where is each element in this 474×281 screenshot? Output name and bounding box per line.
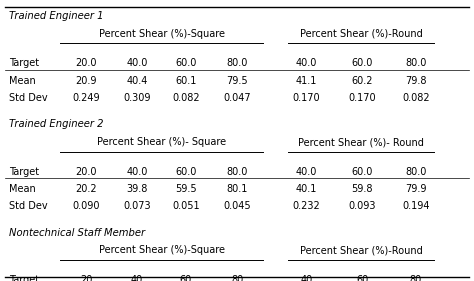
Text: 40.0: 40.0 [296,58,318,69]
Text: 0.170: 0.170 [348,93,376,103]
Text: Trained Engineer 2: Trained Engineer 2 [9,119,104,129]
Text: Percent Shear (%)-Round: Percent Shear (%)-Round [300,245,423,255]
Text: 0.051: 0.051 [172,201,200,211]
Text: 40: 40 [131,275,143,281]
Text: 59.5: 59.5 [175,184,197,194]
Text: 80.0: 80.0 [226,58,248,69]
Text: 40.4: 40.4 [127,76,148,86]
Text: 20.2: 20.2 [75,184,97,194]
Text: 79.8: 79.8 [405,76,427,86]
Text: 80.0: 80.0 [405,58,427,69]
Text: 0.073: 0.073 [123,201,151,211]
Text: Std Dev: Std Dev [9,93,48,103]
Text: 0.090: 0.090 [72,201,100,211]
Text: 60: 60 [356,275,369,281]
Text: 20: 20 [80,275,92,281]
Text: 60.0: 60.0 [175,167,197,177]
Text: 60.2: 60.2 [352,76,373,86]
Text: 79.5: 79.5 [226,76,248,86]
Text: 59.8: 59.8 [352,184,373,194]
Text: Mean: Mean [9,184,36,194]
Text: 0.309: 0.309 [123,93,151,103]
Text: 60.0: 60.0 [352,167,373,177]
Text: 60: 60 [180,275,192,281]
Text: 60.1: 60.1 [175,76,197,86]
Text: 0.045: 0.045 [223,201,251,211]
Text: Nontechnical Staff Member: Nontechnical Staff Member [9,228,146,237]
Text: 40.0: 40.0 [296,167,318,177]
Text: 40.0: 40.0 [127,58,148,69]
Text: Target: Target [9,58,39,69]
Text: 80.0: 80.0 [405,167,427,177]
Text: 0.093: 0.093 [349,201,376,211]
Text: Percent Shear (%)- Square: Percent Shear (%)- Square [97,137,226,147]
Text: 60.0: 60.0 [352,58,373,69]
Text: Percent Shear (%)- Round: Percent Shear (%)- Round [298,137,424,147]
Text: 0.082: 0.082 [402,93,429,103]
Text: 41.1: 41.1 [296,76,318,86]
Text: Target: Target [9,167,39,177]
Text: 0.194: 0.194 [402,201,429,211]
Text: 80: 80 [410,275,422,281]
Text: 80.1: 80.1 [226,184,248,194]
Text: 80.0: 80.0 [226,167,248,177]
Text: 20.9: 20.9 [75,76,97,86]
Text: 40: 40 [301,275,313,281]
Text: Std Dev: Std Dev [9,201,48,211]
Text: 0.249: 0.249 [72,93,100,103]
Text: Trained Engineer 1: Trained Engineer 1 [9,11,104,21]
Text: 0.082: 0.082 [172,93,200,103]
Text: 39.8: 39.8 [127,184,148,194]
Text: 40.1: 40.1 [296,184,318,194]
Text: 0.047: 0.047 [223,93,251,103]
Text: Mean: Mean [9,76,36,86]
Text: 20.0: 20.0 [75,58,97,69]
Text: 20.0: 20.0 [75,167,97,177]
Text: Target: Target [9,275,39,281]
Text: 60.0: 60.0 [175,58,197,69]
Text: 0.170: 0.170 [293,93,320,103]
Text: 79.9: 79.9 [405,184,427,194]
Text: Percent Shear (%)-Round: Percent Shear (%)-Round [300,29,423,39]
Text: Percent Shear (%)-Square: Percent Shear (%)-Square [99,29,225,39]
Text: 0.232: 0.232 [293,201,320,211]
Text: 40.0: 40.0 [127,167,148,177]
Text: 80: 80 [231,275,243,281]
Text: Percent Shear (%)-Square: Percent Shear (%)-Square [99,245,225,255]
